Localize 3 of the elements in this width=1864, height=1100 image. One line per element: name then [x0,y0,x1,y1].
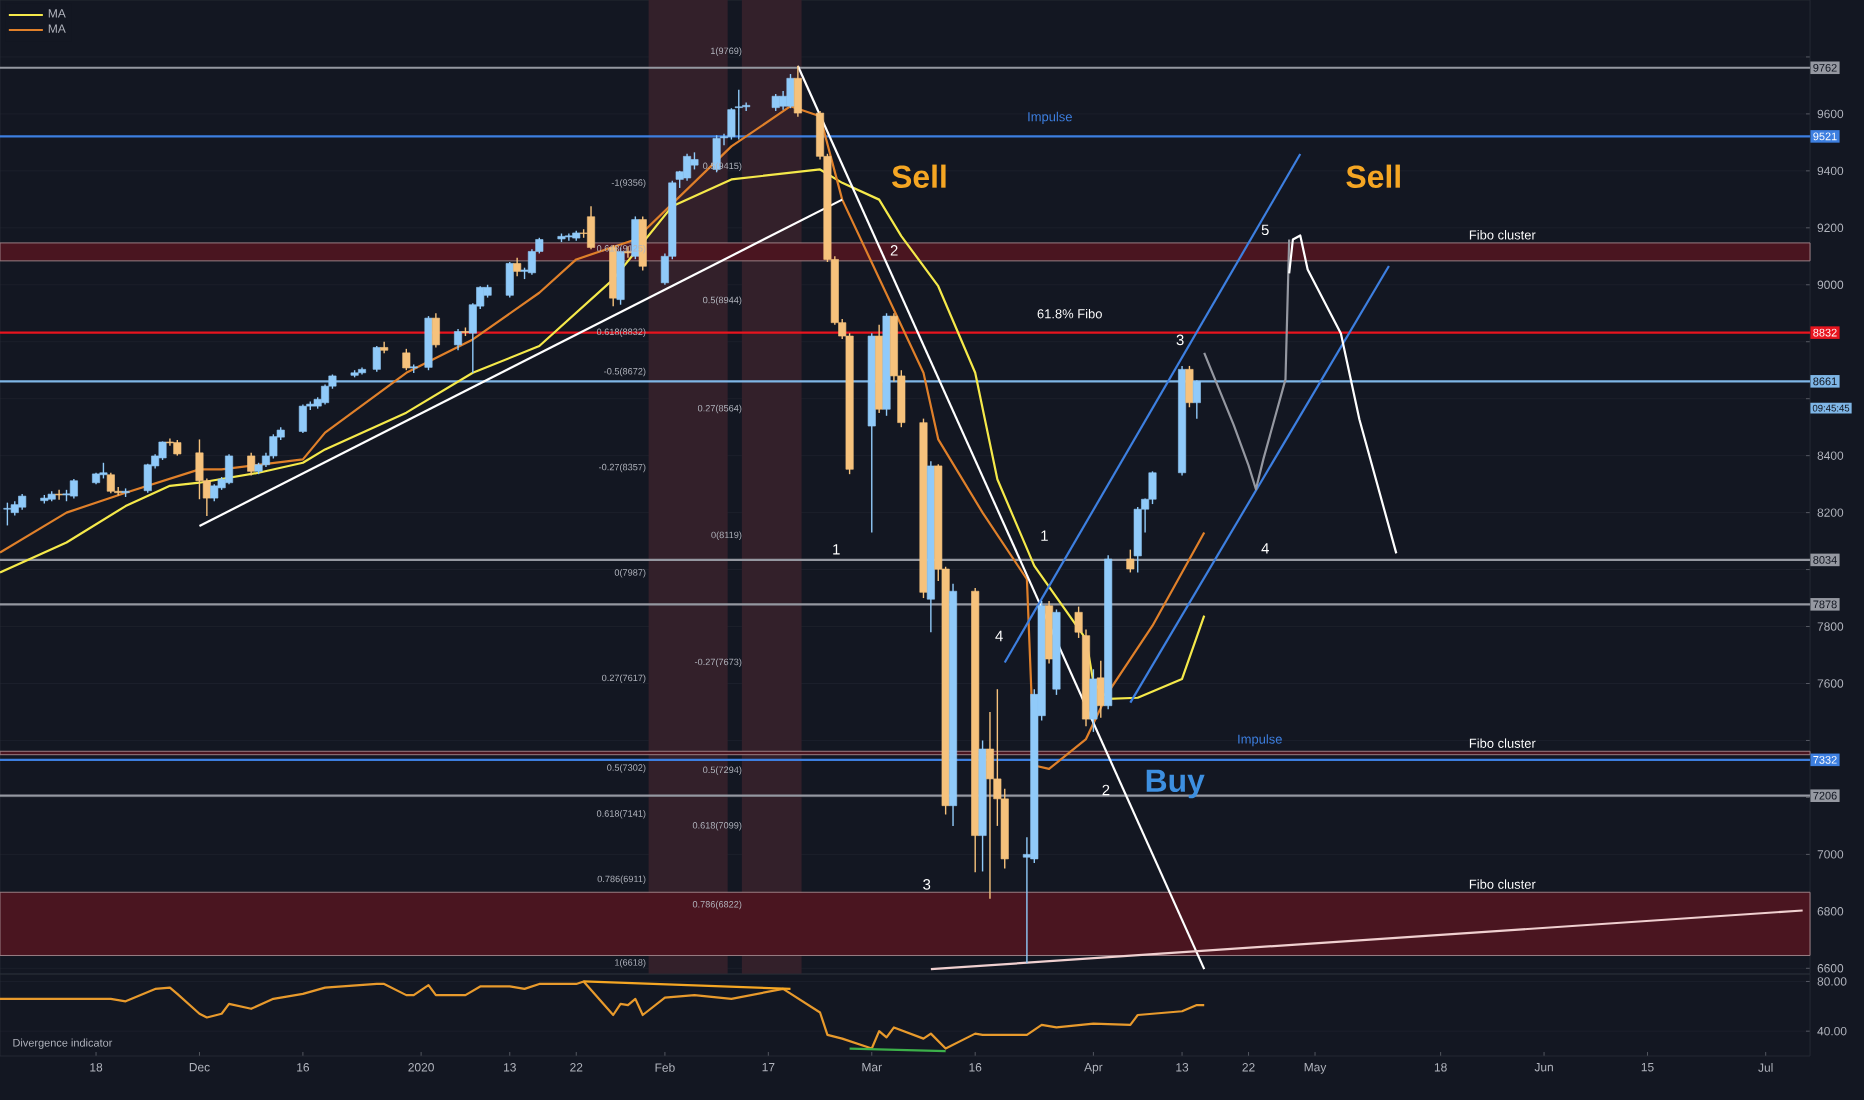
annotation: Sell [892,164,946,188]
annotation: Buy [1146,769,1205,799]
annotation: Sell [1346,164,1400,188]
